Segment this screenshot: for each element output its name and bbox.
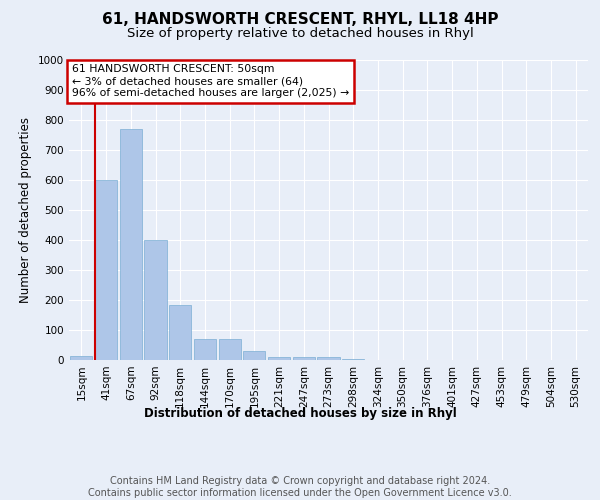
Bar: [218, 339, 241, 360]
Bar: [317, 357, 340, 360]
Text: 61, HANDSWORTH CRESCENT, RHYL, LL18 4HP: 61, HANDSWORTH CRESCENT, RHYL, LL18 4HP: [102, 12, 498, 28]
Bar: [145, 240, 167, 360]
Text: Contains HM Land Registry data © Crown copyright and database right 2024.
Contai: Contains HM Land Registry data © Crown c…: [88, 476, 512, 498]
Bar: [293, 357, 315, 360]
Bar: [169, 304, 191, 360]
Bar: [70, 356, 92, 360]
Bar: [194, 339, 216, 360]
Text: 61 HANDSWORTH CRESCENT: 50sqm
← 3% of detached houses are smaller (64)
96% of se: 61 HANDSWORTH CRESCENT: 50sqm ← 3% of de…: [71, 64, 349, 98]
Bar: [95, 180, 117, 360]
Bar: [342, 358, 364, 360]
Text: Size of property relative to detached houses in Rhyl: Size of property relative to detached ho…: [127, 28, 473, 40]
Bar: [268, 357, 290, 360]
Bar: [243, 351, 265, 360]
Y-axis label: Number of detached properties: Number of detached properties: [19, 117, 32, 303]
Text: Distribution of detached houses by size in Rhyl: Distribution of detached houses by size …: [143, 408, 457, 420]
Bar: [119, 129, 142, 360]
